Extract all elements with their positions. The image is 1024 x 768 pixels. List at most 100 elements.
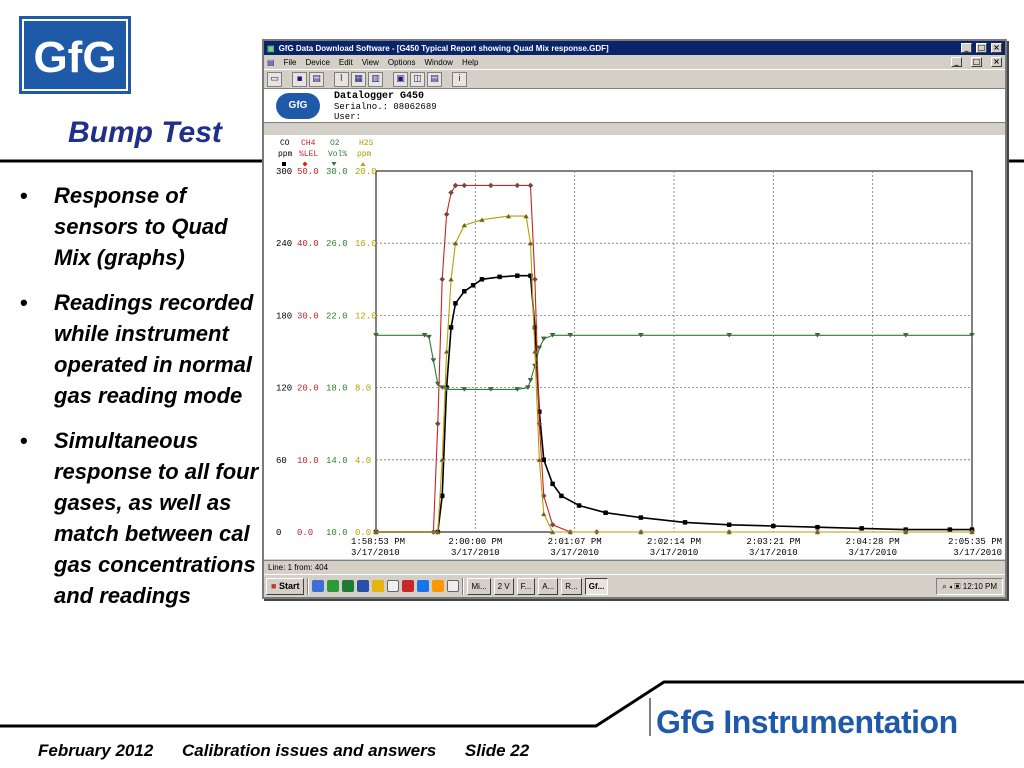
maximize-button[interactable]: □ xyxy=(976,43,987,53)
legend-unit-label: Vol% xyxy=(328,150,347,159)
system-tray: ⌕ ◂ ▣ 12:10 PM xyxy=(936,577,1003,595)
menu-file[interactable]: File xyxy=(283,57,297,67)
taskbar-button[interactable]: Mi... xyxy=(467,577,491,595)
gfg-logo-graphic: GfG xyxy=(19,16,131,94)
y-tick-label: 0 xyxy=(276,528,281,538)
y-tick-label: 4.0 xyxy=(355,456,371,466)
device-name: Datalogger G450 xyxy=(334,91,425,102)
data-point-h2s xyxy=(531,349,538,354)
app-window: ▣ GfG Data Download Software - [G450 Typ… xyxy=(262,39,1007,599)
menu-view[interactable]: View xyxy=(361,57,379,67)
doc-minimize-button[interactable]: _ xyxy=(951,57,962,67)
excel-icon[interactable] xyxy=(342,580,355,592)
legend-unit-label: ppm xyxy=(278,150,293,159)
menu-edit[interactable]: Edit xyxy=(338,57,353,67)
pdf-icon[interactable] xyxy=(402,580,415,592)
y-tick-label: 20.0 xyxy=(297,384,319,394)
menu-help[interactable]: Help xyxy=(461,57,479,67)
browser-icon[interactable] xyxy=(312,580,325,592)
chart-svg: 300 50.0 30.0 20.0 240 40.0 26.0 16.0 180 30.0 22.… xyxy=(276,139,1002,558)
x-tick-date: 3/17/2010 xyxy=(848,548,897,558)
save-icon[interactable]: ▪ xyxy=(292,71,307,87)
bullet-item: • Simultaneous response to all four gases… xyxy=(14,425,264,611)
mail-icon[interactable] xyxy=(417,580,430,592)
bullet-text: Simultaneous response to all four gases,… xyxy=(54,428,259,608)
taskbar-button[interactable]: A... xyxy=(538,577,559,595)
windows-logo-icon: ■ xyxy=(271,580,277,591)
bullet-dot-icon: • xyxy=(20,183,28,208)
data-point-co xyxy=(453,301,458,306)
datalogger-info: Datalogger G450 Serialno.: 08062689 User… xyxy=(334,91,437,122)
y-tick-label: 10.0 xyxy=(297,456,319,466)
bullet-item: • Response of sensors to Quad Mix (graphs… xyxy=(14,180,264,273)
menu-options[interactable]: Options xyxy=(387,57,416,67)
data-point-co xyxy=(682,520,688,525)
data-point-o2 xyxy=(814,333,821,338)
network-icon[interactable]: ▣ xyxy=(954,581,961,591)
search-icon[interactable]: ⌕ xyxy=(942,581,947,591)
y-tick-label: 180 xyxy=(276,311,292,321)
data-point-co xyxy=(479,277,485,282)
data-point-h2s xyxy=(439,457,446,463)
data-point-co xyxy=(448,325,454,330)
legend-marker-icon xyxy=(331,162,337,166)
serial-number: Serialno.: 08062689 xyxy=(334,102,437,112)
data-point-o2 xyxy=(461,387,468,392)
desktop-icon[interactable] xyxy=(387,580,400,592)
window-titlebar[interactable]: ▣ GfG Data Download Software - [G450 Typ… xyxy=(264,41,1005,55)
bar-icon[interactable]: ▥ xyxy=(368,71,383,87)
data-point-h2s xyxy=(969,529,975,535)
data-point-co xyxy=(603,510,608,515)
graph-icon[interactable]: ⌇ xyxy=(334,71,349,87)
legend-unit-label: ppm xyxy=(357,150,372,159)
data-point-ch4 xyxy=(549,521,556,528)
bullet-list: • Response of sensors to Quad Mix (graphs… xyxy=(14,180,264,625)
taskbar-button[interactable]: 2 V xyxy=(493,577,514,595)
menu-device[interactable]: Device xyxy=(305,57,330,67)
start-button[interactable]: ■ Start xyxy=(266,577,305,595)
y-tick-label: 30.0 xyxy=(326,167,348,177)
print-icon[interactable]: ▤ xyxy=(309,71,324,87)
y-tick-label: 8.0 xyxy=(355,384,371,394)
app-launch-icon[interactable] xyxy=(432,580,445,592)
menu-window[interactable]: Window xyxy=(424,57,453,67)
doc-close-button[interactable]: × xyxy=(991,57,1002,67)
footer-divider xyxy=(0,680,1024,736)
doc-restore-button[interactable]: □ xyxy=(971,57,982,67)
user-label: User: xyxy=(334,112,362,122)
open-icon[interactable]: ▭ xyxy=(267,71,282,87)
data-point-o2 xyxy=(637,333,644,338)
y-tick-label: 22.0 xyxy=(326,311,348,321)
taskbar-button-active[interactable]: Gf... xyxy=(584,577,609,595)
table-icon[interactable]: ▦ xyxy=(351,71,366,87)
data-point-h2s xyxy=(536,457,543,463)
taskbar-button[interactable]: R... xyxy=(561,577,582,595)
word-icon[interactable] xyxy=(357,580,370,592)
data-point-h2s xyxy=(902,529,909,535)
taskbar-button[interactable]: F... xyxy=(516,577,536,595)
bullet-text: Readings recorded while instrument opera… xyxy=(54,290,254,408)
data-point-co xyxy=(576,503,582,508)
data-point-ch4 xyxy=(443,211,450,218)
help-icon[interactable]: i xyxy=(452,71,467,87)
volume-icon[interactable]: ◂ xyxy=(949,581,953,591)
data-point-o2 xyxy=(969,333,975,338)
datalogger-header: GfG Datalogger G450 Serialno.: 08062689 … xyxy=(264,89,1005,123)
y-tick-label: 40.0 xyxy=(297,239,319,249)
window-tile-icon[interactable]: ◫ xyxy=(410,71,425,87)
menu-bar: ▤ File Device Edit View Options Window H… xyxy=(264,55,1005,69)
header-logo: GfG xyxy=(276,93,320,119)
close-button[interactable]: × xyxy=(991,43,1002,53)
player-icon[interactable] xyxy=(372,580,385,592)
data-point-o2 xyxy=(567,333,574,338)
media-icon[interactable] xyxy=(327,580,340,592)
window-title: GfG Data Download Software - [G450 Typic… xyxy=(278,43,609,53)
x-tick-label: 1:58:53 PM xyxy=(351,537,405,547)
window-arrange-icon[interactable]: ▤ xyxy=(427,71,442,87)
window-icon[interactable] xyxy=(447,580,460,592)
minimize-button[interactable]: _ xyxy=(961,43,972,53)
data-point-h2s xyxy=(373,529,379,535)
footer-slide-number: Slide 22 xyxy=(464,741,530,760)
y-tick-label: 240 xyxy=(276,239,292,249)
window-cascade-icon[interactable]: ▣ xyxy=(393,71,408,87)
